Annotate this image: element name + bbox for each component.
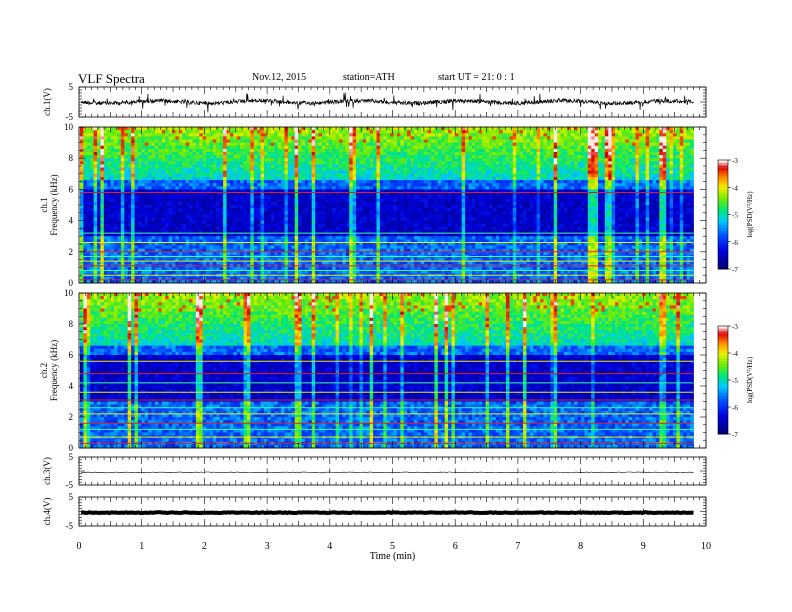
colorbar-tick-label: -5 [732,377,738,385]
y-tick-label: 8 [69,153,74,163]
y-tick-label: -5 [66,112,74,122]
colorbar-tick-label: -7 [732,431,738,439]
start-time-label: start UT = 21: 0 : 1 [438,72,515,83]
y-axis-label: ch.1(V) [42,88,52,116]
frequency-axis-label: Frequency (kHz) [49,174,59,235]
y-tick-label: -5 [66,521,74,531]
spectrogram-2 [80,293,694,449]
x-tick-label: 4 [327,541,332,552]
y-tick-label: 4 [69,216,74,226]
colorbar-tick-label: -3 [732,157,738,165]
colorbar-tick-label: -6 [732,239,738,247]
y-tick-label: 4 [69,381,74,391]
colorbar-label: log(PSD(V²/Hz) [746,191,754,238]
waveform-trace-4 [80,510,694,516]
x-tick-label: 2 [202,541,207,552]
y-tick-label: 2 [69,412,74,422]
y-axis-label: ch.3(V) [42,457,52,485]
y-tick-label: 6 [69,184,74,194]
colorbar-tick-label: -3 [732,323,738,331]
y-tick-label: 8 [69,319,74,329]
waveform-trace-0 [81,92,694,113]
y-tick-label: 5 [69,492,74,502]
colorbar-label: log(PSD(V²/Hz) [746,356,754,403]
x-axis-label: Time (min) [370,551,415,562]
y-tick-label: 10 [64,122,74,132]
station-label: station=ATH [343,72,395,83]
y-tick-label: -5 [66,480,74,490]
colorbar-2 [718,326,728,435]
plot-title: VLF Spectra [78,71,145,86]
channel-label: ch.2 [39,363,49,378]
x-tick-label: 0 [77,541,82,552]
spectrogram-1 [80,127,694,284]
colorbar-tick-label: -7 [732,266,738,274]
x-tick-label: 3 [265,541,270,552]
colorbar-tick-label: -4 [732,184,738,192]
colorbar-tick-label: -4 [732,350,738,358]
y-tick-label: 0 [69,278,74,288]
frequency-axis-label: Frequency (kHz) [49,340,59,401]
x-tick-label: 10 [701,541,711,552]
x-tick-label: 1 [139,541,144,552]
y-tick-label: 10 [64,288,74,298]
y-axis-label: ch.4(V) [42,498,52,526]
y-tick-label: 2 [69,247,74,257]
colorbar-tick-label: -6 [732,404,738,412]
x-tick-label: 6 [453,541,458,552]
colorbar-tick-label: -5 [732,212,738,220]
colorbar-1 [718,160,728,270]
waveform-trace-3 [80,471,694,474]
x-tick-label: 9 [641,541,646,552]
channel-label: ch.1 [39,197,49,212]
x-tick-label: 5 [390,541,395,552]
x-tick-label: 8 [578,541,583,552]
x-tick-label: 7 [515,541,520,552]
y-tick-label: 5 [69,82,74,92]
y-tick-label: 5 [69,452,74,462]
y-tick-label: 0 [69,443,74,453]
date-label: Nov.12, 2015 [252,72,307,83]
y-tick-label: 6 [69,350,74,360]
